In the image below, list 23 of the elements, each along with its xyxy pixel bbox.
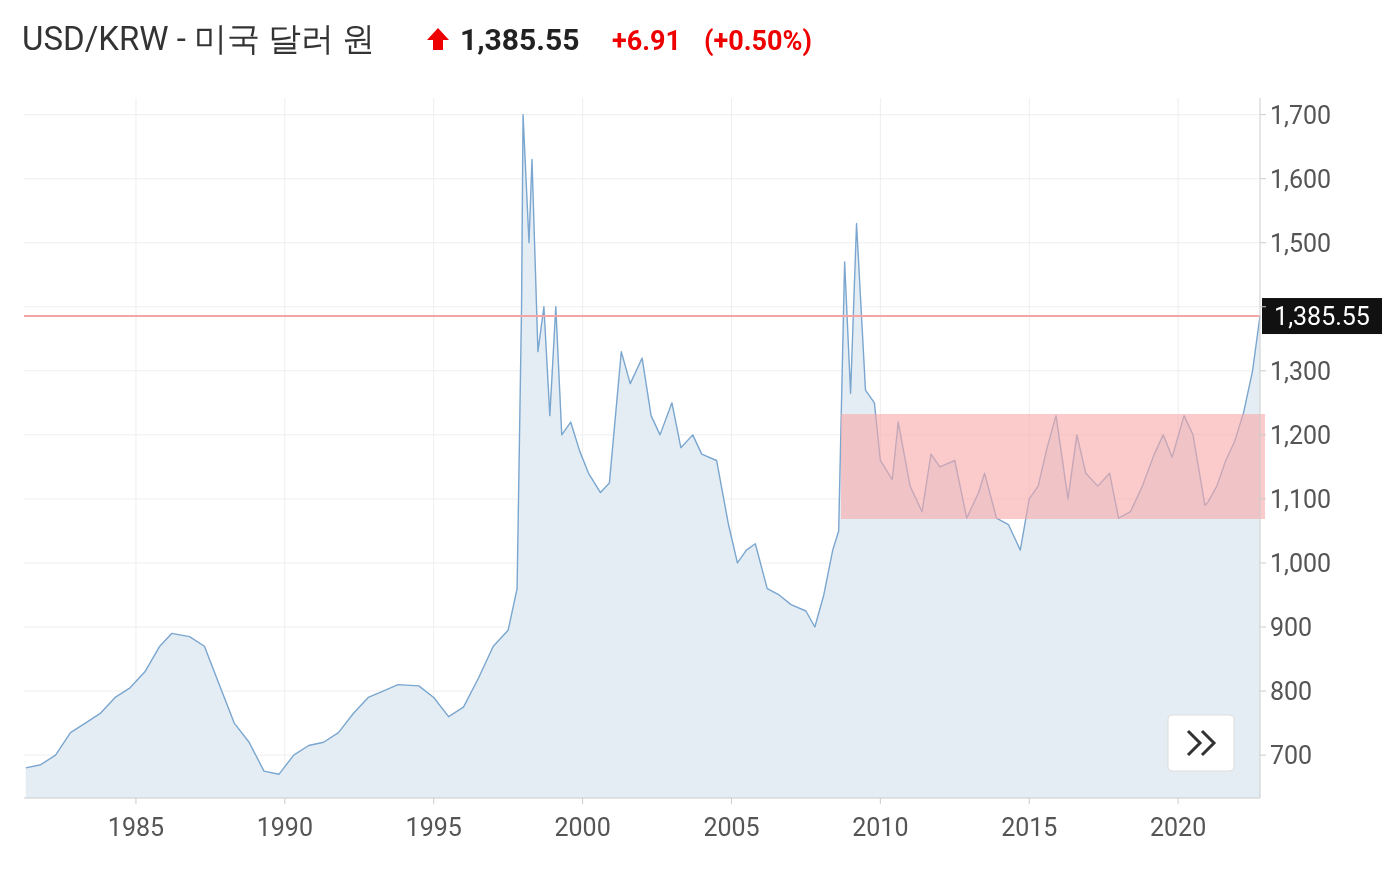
y-tick-label: 1,600: [1270, 164, 1332, 194]
x-tick-label: 2010: [852, 813, 909, 842]
y-tick-label: 1,700: [1270, 100, 1332, 130]
y-tick-label: 1,500: [1270, 228, 1332, 258]
x-tick-label: 2005: [703, 813, 760, 842]
x-tick-label: 2000: [554, 813, 611, 842]
x-tick-label: 1995: [405, 813, 462, 842]
y-tick-label: 800: [1270, 677, 1313, 707]
chart-title: USD/KRW - 미국 달러 원: [22, 19, 376, 58]
x-tick-label: 2020: [1150, 813, 1207, 842]
y-tick-label: 1,100: [1270, 484, 1332, 514]
y-tick-label: 1,300: [1270, 356, 1332, 386]
ref-line-label: 1,385.55: [1274, 302, 1370, 332]
text: 1,385.55: [460, 22, 580, 57]
text: (+0.50%): [704, 25, 812, 57]
y-tick-label: 1,200: [1270, 420, 1332, 450]
y-tick-label: 700: [1270, 741, 1313, 771]
x-tick-label: 1985: [107, 813, 165, 842]
text: +6.91: [612, 25, 682, 57]
y-tick-label: 900: [1270, 613, 1313, 642]
x-tick-label: 1990: [256, 813, 313, 842]
y-tick-label: 1,000: [1270, 548, 1332, 578]
x-tick-label: 2015: [1001, 813, 1058, 842]
